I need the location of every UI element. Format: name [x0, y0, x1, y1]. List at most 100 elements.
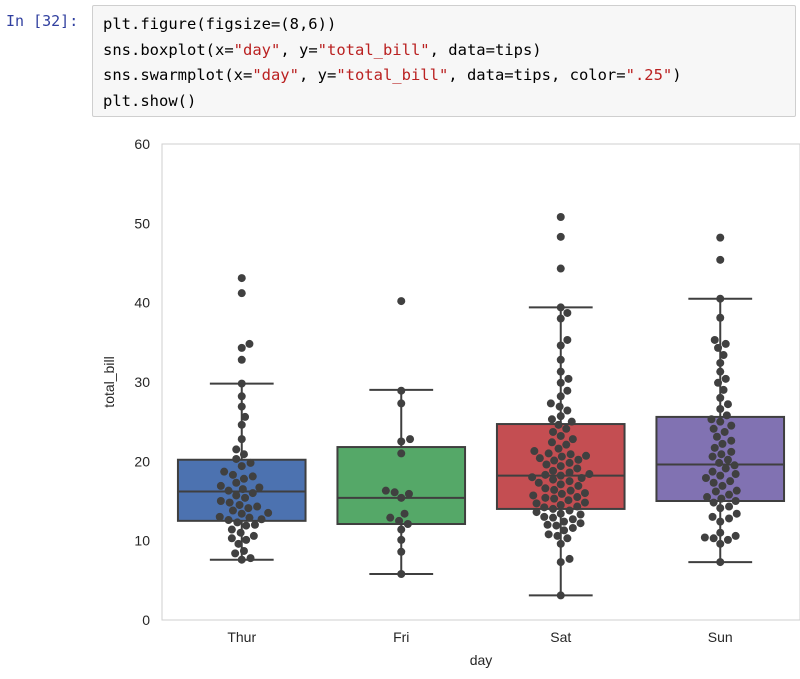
- code-string-token: "day": [233, 40, 281, 59]
- code-line: sns.swarmplot(x="day", y="total_bill", d…: [103, 63, 785, 89]
- swarm-point: [709, 478, 718, 487]
- swarm-point: [716, 539, 725, 548]
- swarm-point: [541, 493, 550, 502]
- swarm-point: [731, 470, 740, 479]
- swarm-point: [237, 392, 246, 401]
- swarm-point: [238, 485, 247, 494]
- swarm-point: [556, 539, 565, 548]
- swarm-point: [241, 493, 250, 502]
- swarm-point: [556, 509, 565, 518]
- swarm-point: [708, 512, 717, 521]
- x-axis-label: day: [470, 652, 493, 668]
- swarm-point: [397, 569, 406, 578]
- swarm-point: [242, 535, 251, 544]
- swarm-point: [700, 533, 709, 542]
- swarm-point: [395, 516, 404, 525]
- swarm-point: [386, 513, 395, 522]
- code-string-token: "day": [252, 66, 299, 84]
- swarm-point: [231, 549, 240, 558]
- swarm-point: [568, 523, 577, 532]
- swarm-point: [381, 486, 390, 495]
- swarm-point: [549, 427, 558, 436]
- swarm-point: [546, 399, 555, 408]
- code-cell[interactable]: plt.figure(figsize=(8,6)) sns.boxplot(x="…: [92, 5, 796, 117]
- swarm-point: [556, 355, 565, 364]
- swarm-point: [709, 534, 718, 543]
- swarm-point: [560, 526, 569, 535]
- swarm-point: [397, 535, 406, 544]
- swarm-point: [708, 452, 717, 461]
- swarm-point: [555, 402, 564, 411]
- swarm-point: [406, 435, 415, 444]
- swarm-point: [580, 489, 589, 498]
- swarm-point: [216, 497, 225, 505]
- swarm-point: [397, 386, 406, 395]
- code-token: , data=tips, color=: [448, 66, 626, 84]
- swarm-point: [530, 447, 539, 456]
- y-tick-label: 20: [134, 453, 150, 469]
- swarm-point: [556, 412, 565, 421]
- swarm-point: [216, 481, 225, 490]
- swarm-point: [535, 454, 544, 463]
- swarm-point: [237, 420, 246, 429]
- swarm-point: [556, 378, 565, 387]
- swarm-point: [716, 313, 725, 322]
- swarm-point: [232, 478, 241, 487]
- swarm-point: [703, 493, 712, 502]
- code-token: ): [672, 66, 682, 84]
- swarm-point: [723, 455, 732, 464]
- swarm-point: [541, 484, 550, 493]
- swarm-point: [544, 449, 553, 458]
- swarm-point: [236, 528, 245, 537]
- swarm-point: [580, 498, 589, 507]
- swarm-point: [554, 444, 563, 453]
- swarm-point: [556, 500, 565, 509]
- code-token: , y=: [280, 40, 318, 59]
- swarm-point: [709, 498, 718, 507]
- swarm-point: [565, 458, 574, 467]
- code-token: sns.boxplot(x=: [103, 40, 234, 59]
- swarm-point: [556, 392, 565, 401]
- swarm-point: [556, 431, 565, 440]
- swarm-point: [390, 488, 399, 497]
- swarm-point: [716, 504, 725, 513]
- swarm-point: [726, 477, 735, 486]
- swarm-point: [400, 509, 409, 518]
- code-line: sns.boxplot(x="day", y="total_bill", dat…: [103, 38, 785, 64]
- swarm-point: [715, 458, 724, 467]
- swarm-point: [404, 489, 413, 498]
- swarm-point: [556, 314, 565, 323]
- swarm-point: [237, 274, 246, 283]
- swarm-point: [573, 502, 582, 511]
- swarm-point: [227, 525, 236, 534]
- swarm-point: [237, 555, 246, 564]
- swarm-point: [576, 519, 585, 528]
- swarm-point: [562, 424, 571, 433]
- swarm-point: [248, 489, 257, 498]
- swarm-point: [716, 393, 725, 402]
- swarm-point: [556, 212, 565, 221]
- swarm-point: [245, 513, 254, 522]
- y-tick-label: 60: [134, 136, 150, 152]
- swarm-point: [716, 417, 725, 426]
- swarm-point: [397, 449, 406, 458]
- swarm-point: [712, 432, 721, 441]
- swarm-point: [550, 485, 559, 494]
- x-tick-label: Sat: [550, 629, 571, 645]
- swarm-point: [232, 454, 241, 463]
- swarm-point: [397, 493, 406, 502]
- swarm-point: [710, 443, 719, 452]
- code-token: , y=: [298, 66, 337, 84]
- swarm-point: [710, 335, 719, 344]
- swarm-point: [731, 531, 740, 540]
- swarm-point: [701, 473, 710, 482]
- swarm-point: [556, 303, 565, 312]
- swarm-point: [255, 483, 264, 492]
- swarm-point: [718, 439, 727, 448]
- swarm-point: [732, 509, 741, 518]
- y-tick-label: 50: [134, 215, 150, 231]
- swarm-point: [397, 297, 406, 306]
- swarm-point: [556, 367, 565, 376]
- swarm-point: [721, 339, 730, 348]
- y-axis-label: total_bill: [101, 356, 117, 407]
